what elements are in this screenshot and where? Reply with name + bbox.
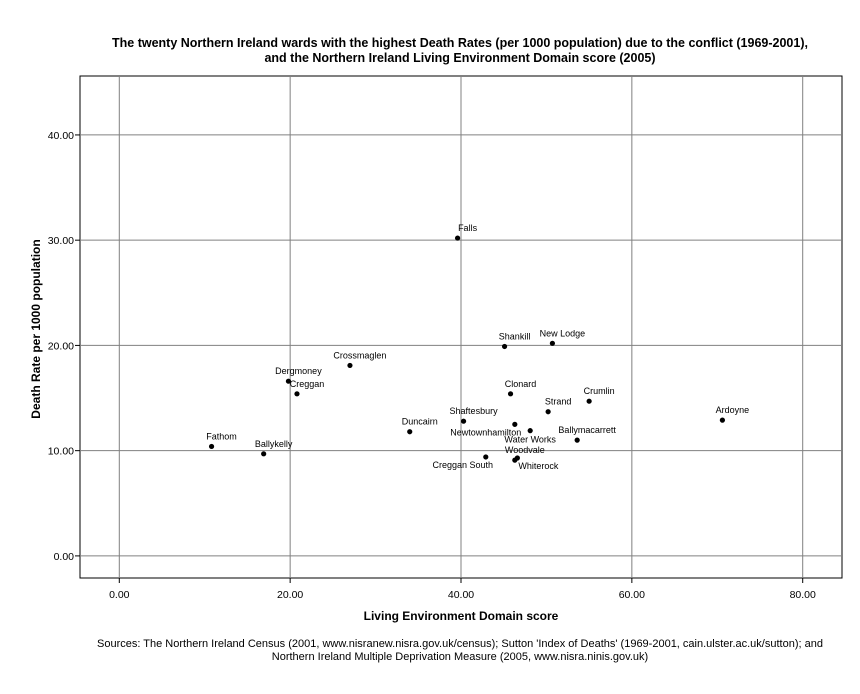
point-label: Shaftesbury (450, 406, 499, 416)
point-label: Newtownhamilton (450, 427, 521, 437)
point-label: Shankill (499, 331, 531, 341)
x-tick-label: 0.00 (109, 589, 130, 601)
data-point (460, 418, 467, 424)
point-label: Creggan South (433, 460, 494, 470)
point-label: New Lodge (540, 328, 586, 338)
data-point (512, 421, 518, 427)
y-tick-label: 40.00 (48, 130, 74, 142)
point-label: Woodvale (505, 445, 545, 455)
data-point (454, 235, 461, 241)
x-tick-label: 80.00 (790, 589, 816, 601)
y-tick-label: 20.00 (48, 340, 74, 352)
data-point (549, 340, 556, 346)
y-axis-ticks: 0.00 10.00 20.00 30.00 40.00 (48, 130, 80, 563)
data-point (294, 391, 300, 397)
point-label: Fathom (206, 431, 237, 441)
x-gridlines (118, 76, 804, 578)
point-label: Creggan (290, 379, 325, 389)
point-label: Water Works (504, 435, 556, 445)
point-label: Falls (458, 223, 478, 233)
sources-line-1: Sources: The Northern Ireland Census (20… (97, 638, 823, 650)
x-axis-title: Living Environment Domain score (364, 609, 559, 623)
data-point (407, 429, 413, 435)
data-point (483, 454, 489, 460)
y-axis-title: Death Rate per 1000 population (29, 239, 43, 418)
point-label: Strand (545, 397, 572, 407)
chart-title-line-1: The twenty Northern Ireland wards with t… (112, 36, 808, 50)
point-label: Duncairn (402, 417, 438, 427)
data-point (719, 417, 726, 423)
y-tick-label: 0.00 (54, 551, 75, 563)
y-gridlines (80, 134, 842, 557)
x-tick-label: 20.00 (277, 589, 303, 601)
point-label: Crumlin (584, 386, 615, 396)
point-label: Dergmoney (275, 366, 322, 376)
data-point (261, 451, 267, 457)
data-point (586, 398, 592, 404)
x-tick-label: 40.00 (448, 589, 474, 601)
data-point (574, 437, 580, 443)
y-tick-label: 30.00 (48, 235, 74, 247)
y-tick-label: 10.00 (48, 446, 74, 458)
point-label: Ardoyne (716, 405, 750, 415)
x-axis-ticks: 0.00 20.00 40.00 60.00 80.00 (109, 578, 816, 601)
sources-line-2: Northern Ireland Multiple Deprivation Me… (271, 651, 649, 663)
point-label: Crossmaglen (333, 350, 386, 360)
point-label: Ballykelly (255, 439, 293, 449)
data-point (507, 391, 514, 397)
data-points: Falls Shankill New Lodge Crossmaglen Dergmon… (206, 223, 749, 471)
point-label: Ballymacarrett (558, 425, 616, 435)
point-label: Whiterock (518, 461, 559, 471)
data-point (514, 455, 520, 461)
data-point (501, 343, 508, 350)
sources-note: Sources: The Northern Ireland Census (20… (60, 638, 860, 664)
data-point (527, 428, 533, 434)
chart-title-line-2: and the Northern Ireland Living Environm… (264, 51, 656, 65)
point-label: Clonard (505, 379, 537, 389)
chart-title: The twenty Northern Ireland wards with t… (40, 36, 860, 66)
data-point (285, 378, 292, 384)
data-point (545, 409, 551, 415)
data-point (208, 443, 215, 450)
x-tick-label: 60.00 (619, 589, 645, 601)
data-point (347, 362, 353, 369)
